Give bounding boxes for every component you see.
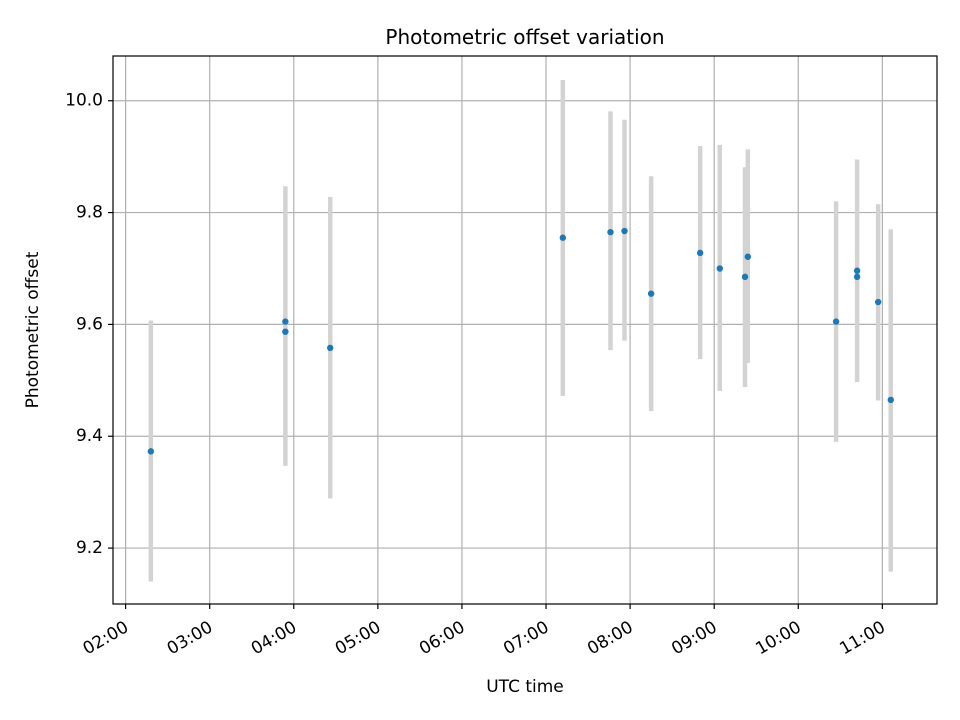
data-point bbox=[621, 227, 628, 235]
data-point bbox=[647, 290, 655, 297]
data-point bbox=[696, 249, 704, 257]
y-tick-label: 9.4 bbox=[76, 426, 103, 446]
data-point bbox=[887, 396, 894, 404]
data-point bbox=[147, 448, 155, 455]
data-point bbox=[874, 298, 882, 306]
data-point bbox=[327, 344, 334, 352]
y-tick-label: 10.0 bbox=[65, 91, 103, 111]
y-tick-label: 9.2 bbox=[76, 538, 103, 558]
y-axis: 9.2 9.4 9.6 9.8 10.0 bbox=[65, 91, 113, 558]
data-point bbox=[744, 253, 752, 260]
data-point bbox=[853, 267, 861, 274]
y-tick-label: 9.8 bbox=[76, 203, 103, 223]
plot-frame bbox=[112, 55, 938, 605]
data-point bbox=[832, 318, 840, 325]
data-point bbox=[282, 328, 289, 335]
y-tick-label: 9.6 bbox=[76, 314, 103, 334]
grid bbox=[113, 56, 937, 604]
data-point bbox=[559, 234, 567, 241]
data-point bbox=[607, 228, 614, 236]
data-point bbox=[282, 318, 289, 325]
data-points bbox=[147, 227, 894, 455]
y-axis-label: Photometric offset bbox=[23, 251, 43, 408]
data-point bbox=[853, 273, 861, 281]
chart-title: Photometric offset variation bbox=[385, 25, 664, 49]
data-point bbox=[741, 273, 749, 281]
data-point bbox=[716, 265, 723, 272]
x-axis-label: UTC time bbox=[486, 677, 564, 697]
